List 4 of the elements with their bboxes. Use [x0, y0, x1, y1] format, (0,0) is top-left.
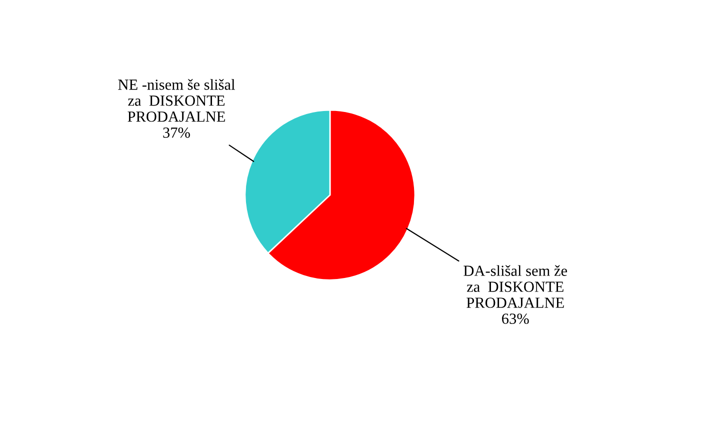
slice-label: NE -nisem še slišal za DISKONTE PRODAJALNE: [118, 79, 235, 122]
slice-label: DA-slišal sem že za DISKONTE PRODAJALNE: [464, 265, 568, 308]
data-label: 63%: [502, 314, 529, 324]
data-label: 37%: [163, 127, 190, 138]
